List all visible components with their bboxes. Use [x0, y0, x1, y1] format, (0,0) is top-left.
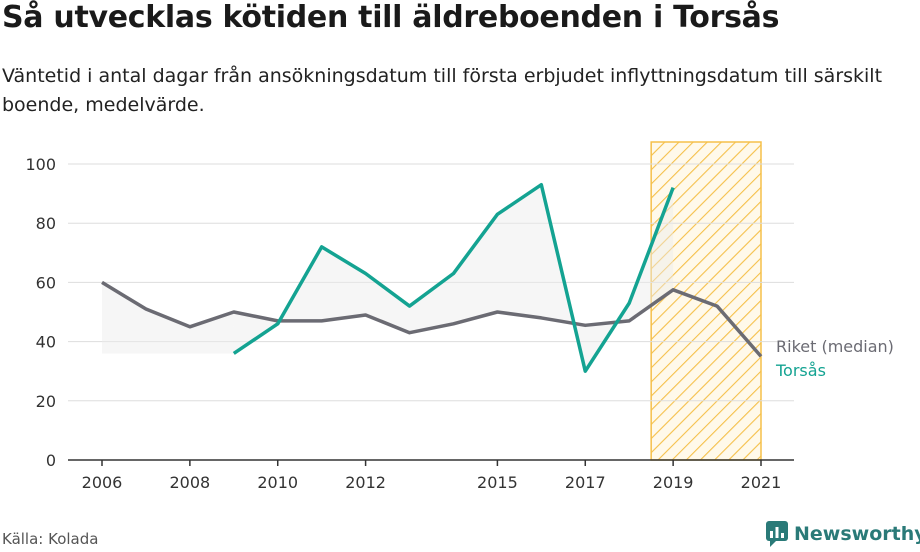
- brand-name: Newsworthy: [794, 523, 920, 545]
- chart-subtitle: Väntetid i antal dagar från ansökningsda…: [2, 65, 883, 116]
- torsas-line: [232, 182, 675, 373]
- legend-torsas: Torsås: [775, 361, 826, 380]
- x-tick-label: 2017: [565, 473, 606, 492]
- y-tick-label: 0: [46, 451, 56, 470]
- riket-median-line: [101, 280, 763, 358]
- y-tick-label: 60: [36, 273, 56, 292]
- y-tick-label: 40: [36, 333, 56, 352]
- source-note: Källa: Kolada: [2, 530, 99, 548]
- series-gap-fill: [102, 282, 234, 354]
- brand-logo: Newsworthy: [766, 521, 920, 547]
- legend-riket-median: Riket (median): [776, 337, 894, 356]
- y-tick-label: 80: [36, 214, 56, 233]
- y-tick-label: 100: [25, 155, 56, 174]
- y-tick-label: 20: [36, 392, 56, 411]
- x-tick-label: 2015: [477, 473, 518, 492]
- newsworthy-logo-icon: [766, 521, 788, 547]
- x-tick-label: 2010: [257, 473, 298, 492]
- x-tick-label: 2008: [170, 473, 211, 492]
- x-tick-label: 2021: [741, 473, 782, 492]
- x-tick-label: 2012: [345, 473, 386, 492]
- series-gap-fill: [233, 184, 674, 372]
- x-tick-label: 2019: [653, 473, 694, 492]
- chart-title: Så utvecklas kötiden till äldreboenden i…: [2, 0, 780, 35]
- x-tick-label: 2006: [82, 473, 123, 492]
